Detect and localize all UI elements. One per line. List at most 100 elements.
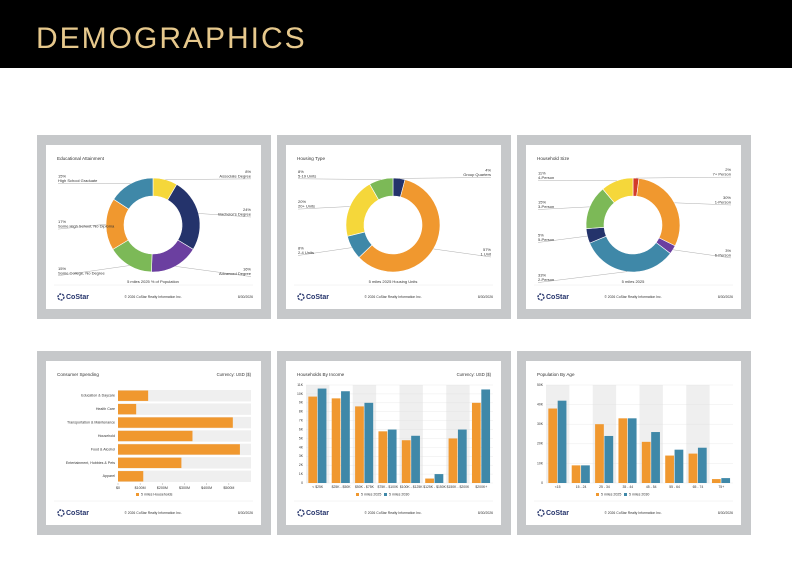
y-tick-label: 0 [541,481,543,485]
bar [118,430,193,442]
bar [331,398,341,483]
x-tick-label: 35 - 44 [623,485,634,489]
slice-value-label: 30% [723,195,731,200]
leader-line [198,213,252,218]
slice-label: Bachelor's Degree [218,212,252,217]
logo-mark [57,509,65,517]
slice-value-label: 11% [538,170,546,175]
y-tick-label: 50K [537,383,544,387]
legend-label: 5 miles 2025 [361,492,381,496]
slice-label: Associate Degree [219,173,251,178]
leader-line [537,271,628,283]
slice-value-label: 15% [58,266,66,271]
slice-value-label: 15% [58,173,66,178]
slice-label: 2-Person [538,277,554,282]
y-tick-label: 0 [301,481,303,485]
logo-mark [537,509,545,517]
bar [557,400,567,483]
y-tick-label: 2K [299,463,304,467]
bar [387,429,397,483]
legend-label: 5 miles 2030 [629,492,649,496]
logo-text: CoStar [66,510,89,517]
row-band [118,390,251,402]
slice-value-label: 3% [725,248,731,253]
legend-label: 5 miles 2030 [389,492,409,496]
leader-line [399,177,492,179]
bar [457,429,467,483]
y-tick-label: 10K [297,392,304,396]
y-tick-label: 4K [299,445,304,449]
bar [118,457,182,469]
category-label: Health Care [96,407,115,411]
chart-title: Population By Age [537,372,575,377]
legend-swatch [596,493,599,496]
category-label: Food & Alcohol [91,447,115,451]
logo-text: CoStar [306,294,329,301]
slice-value-label: 8% [298,169,304,174]
bar [688,453,698,483]
slice-value-label: 20% [298,199,306,204]
chart-subtitle: 5 miles 2025 [622,279,645,284]
leader-line [672,249,732,259]
legend-swatch [356,493,359,496]
bar [355,406,364,483]
x-tick-label: $100M [135,486,146,490]
bar [378,431,388,483]
donut-slice [602,177,634,204]
bar [618,418,628,483]
bar [711,479,721,483]
chart-subtitle: 5 miles 2025 % of Population [127,279,179,284]
footer-text: © 2026 CoStar Realty Information Inc. [364,511,421,515]
slice-value-label: 5% [538,233,544,238]
bar [581,465,590,483]
bar [665,455,674,483]
bar [118,390,149,401]
leader-line [297,178,381,180]
slice-label: Advanced Degree [219,271,252,276]
slice-label: 6-Person [715,253,731,258]
legend-swatch [136,493,139,496]
footer-text: © 2026 CoStar Realty Information Inc. [604,295,661,299]
slice-label: 2-4 Units [298,250,314,255]
chart-card [526,145,741,309]
y-tick-label: 8K [299,410,304,414]
y-tick-label: 3K [299,454,304,458]
logo-mark [297,509,305,517]
footer-text: © 2026 CoStar Realty Information Inc. [124,295,181,299]
row-band [118,470,251,482]
logo-text: CoStar [546,510,569,517]
x-tick-label: $25K - $50K [332,485,352,489]
slice-value-label: 4% [485,168,491,173]
chart-title: Consumer Spending [57,372,99,377]
leader-line [297,247,352,256]
bar [604,435,614,483]
donut-slice [369,177,394,201]
leader-line [165,178,252,180]
bar [425,478,434,483]
slice-value-label: 8% [298,246,304,251]
leader-line [175,266,252,277]
legend-swatch [384,493,387,496]
logo-text: CoStar [306,510,329,517]
x-tick-label: $300M [179,486,190,490]
footer-text: © 2026 CoStar Realty Information Inc. [364,295,421,299]
slice-value-label: 57% [483,247,491,252]
x-tick-label: 65 - 74 [693,485,704,489]
bar [471,402,481,483]
slice-label: High School Graduate [58,178,98,183]
logo-mark [537,293,545,301]
y-tick-label: 5K [299,436,304,440]
chart-title: Households By Income [297,372,345,377]
chart-title: Educational Attainment [57,156,105,161]
bar [434,474,444,483]
x-tick-label: $0 [116,486,120,490]
x-tick-label: $500M [223,486,234,490]
y-tick-label: 1K [299,472,304,476]
slice-value-label: 16% [243,267,251,272]
bar [641,441,651,483]
slice-label: Some College, No Degree [58,270,105,275]
y-tick-label: 10K [537,461,544,465]
slice-label: 4-Person [538,175,554,180]
x-tick-label: <15 [555,485,561,489]
y-tick-label: 9K [299,401,304,405]
